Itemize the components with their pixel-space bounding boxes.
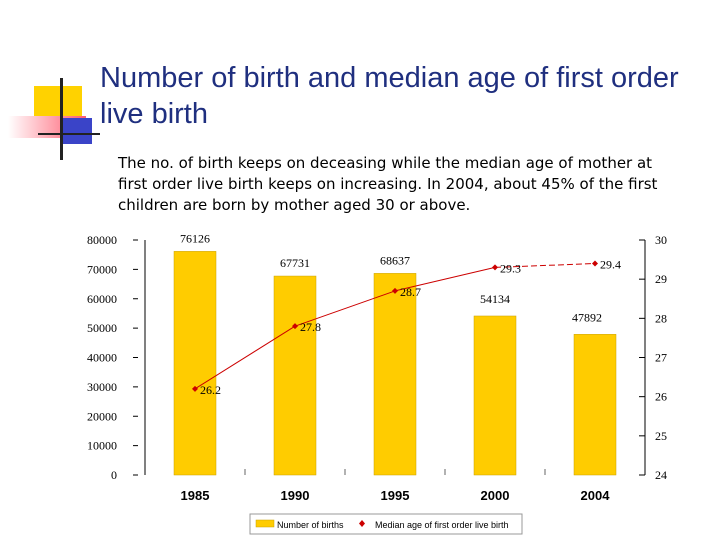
line-segment [394, 266, 496, 292]
left-tick-label: 80000 [87, 233, 117, 247]
legend-box [249, 513, 523, 535]
line-value-label: 28.7 [400, 285, 421, 299]
category-label: 2000 [481, 488, 510, 503]
line-value-label: 26.2 [200, 383, 221, 397]
line-point [292, 323, 298, 330]
line-point [492, 264, 498, 271]
line-series [192, 260, 598, 392]
bar [173, 251, 217, 476]
bar-value-label: 47892 [572, 310, 602, 324]
left-tick-label: 40000 [87, 351, 117, 365]
slide-body-text: The no. of birth keeps on deceasing whil… [118, 154, 658, 214]
line-value-labels: 26.2 27.8 28.7 29.3 29.4 [200, 258, 621, 397]
line-value-label: 29.3 [500, 261, 521, 275]
right-tick-label: 30 [655, 233, 667, 247]
line-value-label: 27.8 [300, 320, 321, 334]
left-tick-label: 70000 [87, 262, 117, 276]
category-label: 1990 [281, 488, 310, 503]
bar [273, 275, 317, 476]
line-segment [494, 263, 596, 268]
legend-line-label: Median age of first order live birth [375, 520, 509, 530]
right-axis: 24 25 26 27 28 29 30 [639, 233, 667, 482]
legend: Number of births Median age of first orde… [249, 513, 523, 535]
bar-value-labels: 76126 67731 68637 54134 47892 [180, 231, 602, 324]
bar-value-label: 67731 [280, 256, 310, 270]
line-value-label: 29.4 [600, 258, 621, 272]
deco-horizontal-line [38, 133, 100, 135]
line-point [192, 385, 198, 392]
bar-value-label: 68637 [380, 253, 410, 267]
right-tick-label: 29 [655, 272, 667, 286]
line-segment [294, 290, 396, 327]
line-point [592, 260, 598, 267]
bar [573, 334, 617, 476]
bar-value-label: 76126 [180, 231, 210, 245]
left-tick-label: 20000 [87, 409, 117, 423]
legend-line-swatch [359, 520, 365, 527]
right-tick-label: 27 [655, 351, 667, 365]
category-label: 1995 [381, 488, 410, 503]
left-tick-label: 10000 [87, 439, 117, 453]
bar [373, 273, 417, 476]
line-point [392, 287, 398, 294]
category-label: 2004 [581, 488, 611, 503]
left-tick-label: 50000 [87, 321, 117, 335]
right-tick-label: 28 [655, 311, 667, 325]
deco-blue-square [62, 118, 92, 144]
right-tick-label: 26 [655, 390, 667, 404]
legend-bar-label: Number of births [277, 520, 344, 530]
line-segment [194, 325, 296, 390]
birth-chart: 0 10000 20000 30000 40000 50000 60000 70000 8000… [87, 231, 667, 535]
right-tick-label: 24 [655, 468, 667, 482]
left-tick-label: 0 [111, 468, 117, 482]
left-tick-label: 60000 [87, 292, 117, 306]
bar [473, 315, 517, 476]
bar-series [173, 251, 617, 476]
category-label: 1985 [181, 488, 210, 503]
bar-value-label: 54134 [480, 292, 510, 306]
left-tick-label: 30000 [87, 380, 117, 394]
right-tick-label: 25 [655, 429, 667, 443]
slide-title: Number of birth and median age of first … [100, 62, 679, 130]
deco-vertical-line [60, 78, 63, 160]
left-axis: 0 10000 20000 30000 40000 50000 60000 70000 8000… [87, 233, 546, 482]
category-labels: 1985 1990 1995 2000 2004 [181, 488, 611, 503]
legend-bar-swatch [255, 519, 275, 528]
